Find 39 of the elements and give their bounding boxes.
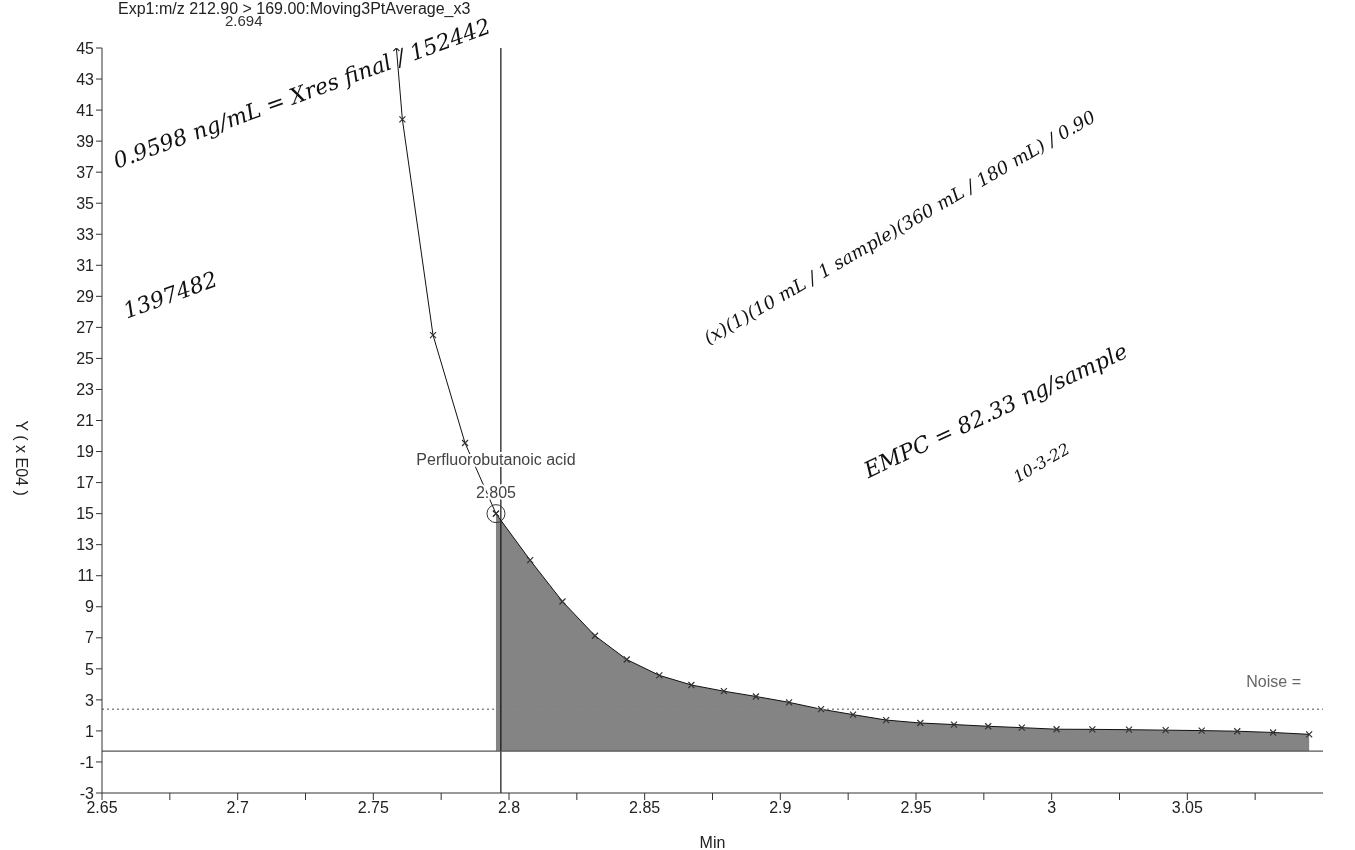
y-tick-label: 45 <box>76 39 95 57</box>
y-tick-label: 1 <box>85 722 95 740</box>
x-tick-label: 2.85 <box>629 799 661 817</box>
y-tick-label: 37 <box>76 163 95 181</box>
y-axis-title: Y ( x E04 ) <box>13 420 31 496</box>
x-tick-label: 2.65 <box>86 799 118 817</box>
y-tick-label: 35 <box>76 194 95 212</box>
y-tick-label: 41 <box>76 101 95 119</box>
x-axis-title: Min <box>699 834 726 850</box>
y-tick-label: 15 <box>76 505 95 523</box>
y-tick-label: 7 <box>85 629 95 647</box>
x-tick-label: 2.75 <box>357 799 390 817</box>
x-tick-label: 2.7 <box>226 799 249 817</box>
y-tick-label: -1 <box>79 753 95 771</box>
x-tick-label: 2.8 <box>497 799 521 817</box>
ref-line-label: Noise = <box>1246 673 1301 691</box>
y-tick-label: 13 <box>76 536 95 554</box>
x-tick-label: 3.05 <box>1171 799 1204 817</box>
y-tick-label: 17 <box>76 474 95 492</box>
y-tick-label: 19 <box>76 443 95 461</box>
y-tick-label: -3 <box>79 784 95 802</box>
y-tick-label: 39 <box>76 132 95 150</box>
y-tick-label: 43 <box>76 70 95 88</box>
y-tick-label: 29 <box>76 288 95 306</box>
y-tick-label: 9 <box>85 598 95 616</box>
y-tick-label: 31 <box>76 256 95 274</box>
point <box>429 331 437 339</box>
y-tick-label: 21 <box>76 412 95 430</box>
x-tick-label: 3 <box>1047 799 1057 817</box>
y-tick-label: 23 <box>76 381 95 399</box>
chart-title: Exp1:m/z 212.90 > 169.00:Moving3PtAverage_x3 <box>118 0 471 17</box>
x-tick-label: 2.95 <box>900 799 932 817</box>
y-tick-label: 27 <box>76 319 95 337</box>
x-tick-label: 2.9 <box>769 799 792 817</box>
y-tick-label: 11 <box>77 567 95 585</box>
y-tick-label: 3 <box>85 691 95 709</box>
y-tick-label: 5 <box>85 660 95 678</box>
y-tick-label: 33 <box>76 225 95 243</box>
y-tick-label: 25 <box>76 350 95 368</box>
